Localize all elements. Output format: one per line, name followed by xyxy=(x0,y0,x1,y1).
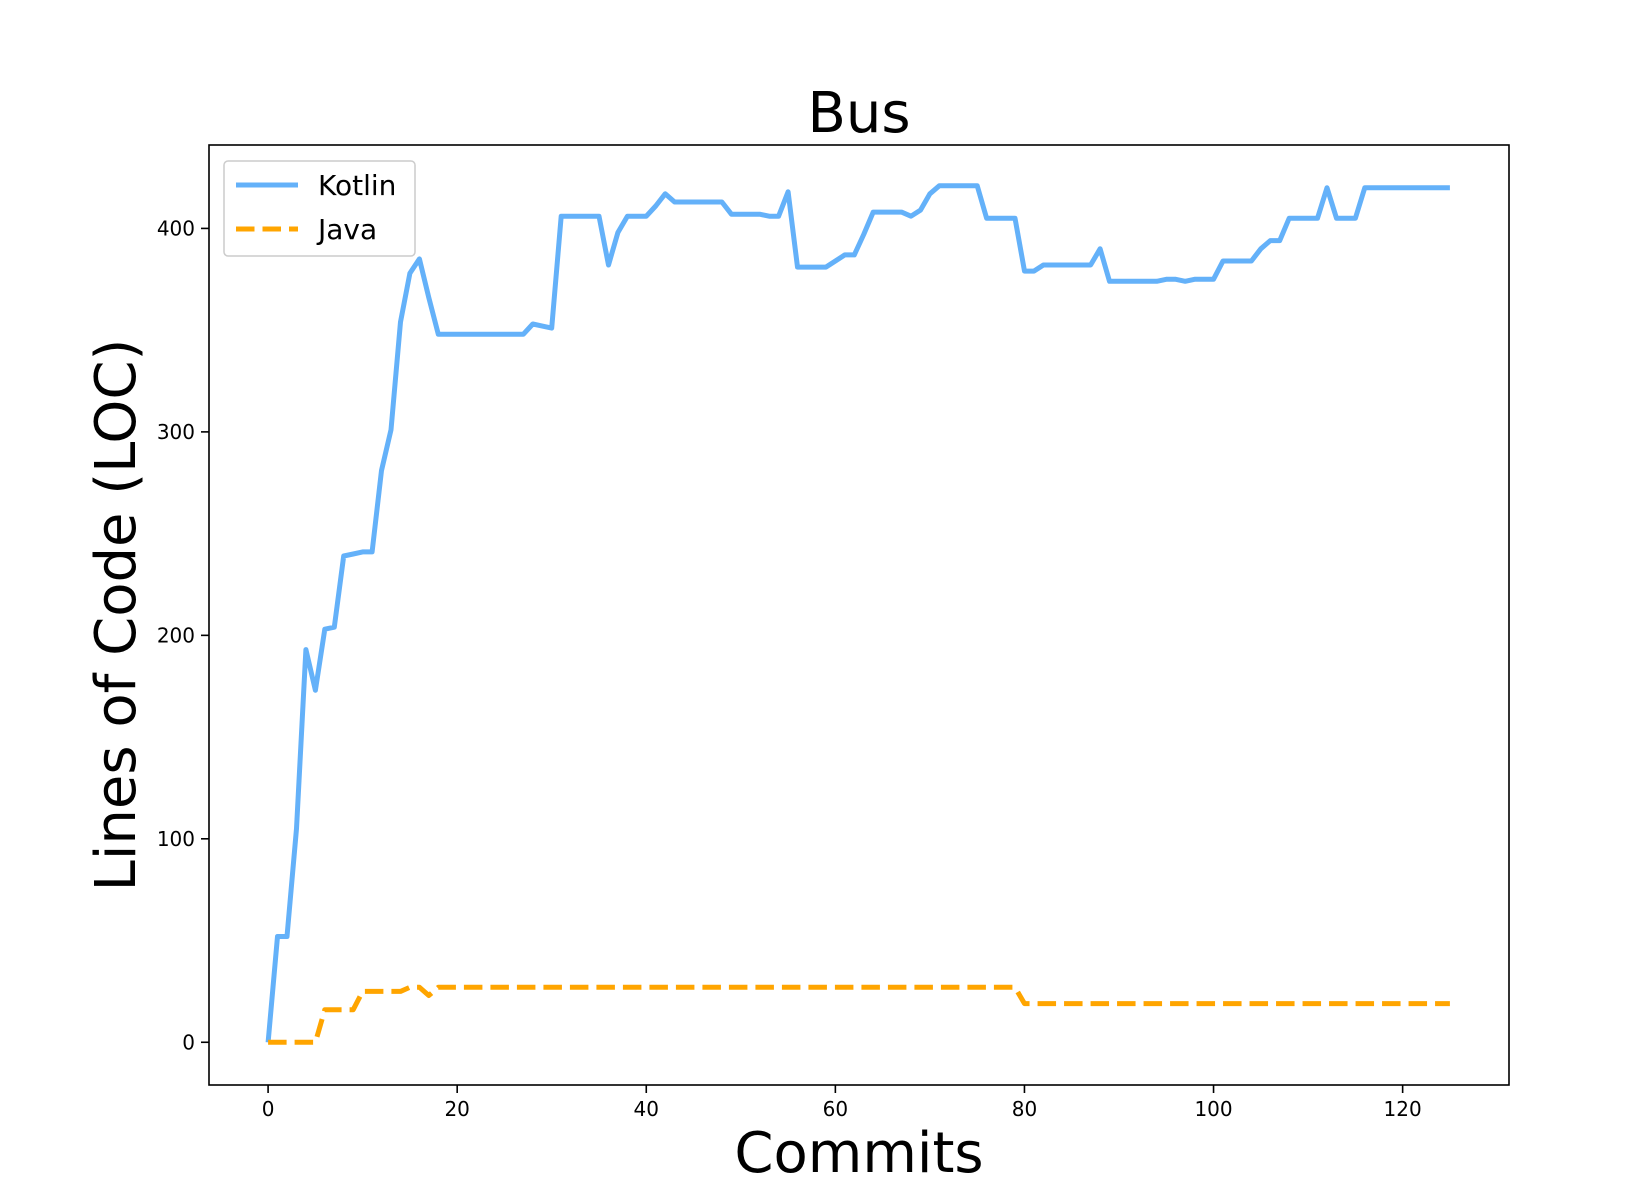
x-tick-label: 60 xyxy=(823,1097,848,1121)
x-tick-label: 100 xyxy=(1194,1097,1232,1121)
series-layer xyxy=(265,183,1450,1045)
legend-java-label: Java xyxy=(316,213,377,246)
series-java-line xyxy=(268,984,1450,1045)
x-tick-label: 0 xyxy=(262,1097,275,1121)
x-tick-label: 80 xyxy=(1012,1097,1037,1121)
x-tick-label: 40 xyxy=(634,1097,659,1121)
y-tick-label: 400 xyxy=(157,216,195,240)
y-tick-label: 100 xyxy=(157,827,195,851)
y-tick-label: 300 xyxy=(157,420,195,444)
x-axis-ticks: 0 20 40 60 80 100 120 xyxy=(262,1085,1422,1121)
plot-area-frame xyxy=(208,144,1510,1086)
legend: Kotlin Java xyxy=(223,160,416,257)
y-axis-label: Lines of Code (LOC) xyxy=(84,339,149,892)
legend-kotlin-label: Kotlin xyxy=(318,169,396,202)
x-axis-label: Commits xyxy=(734,1121,983,1186)
y-tick-label: 200 xyxy=(157,623,195,647)
chart-title: Bus xyxy=(807,81,910,146)
series-kotlin-line xyxy=(265,183,1450,1043)
x-tick-label: 120 xyxy=(1384,1097,1422,1121)
y-tick-label: 0 xyxy=(182,1030,195,1054)
y-axis-ticks: 0 100 200 300 400 xyxy=(157,216,209,1054)
x-tick-label: 20 xyxy=(444,1097,469,1121)
